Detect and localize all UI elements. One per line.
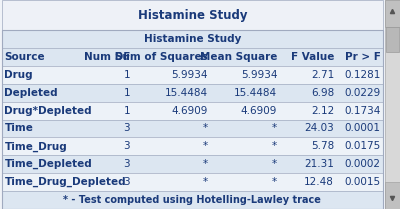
- Bar: [2, 30, 383, 48]
- Bar: [2, 102, 383, 120]
- Text: Drug: Drug: [4, 70, 33, 80]
- Text: 12.48: 12.48: [304, 177, 334, 187]
- Text: 1: 1: [124, 70, 130, 80]
- Text: 3: 3: [124, 141, 130, 151]
- Text: *: *: [272, 177, 277, 187]
- Text: *: *: [272, 141, 277, 151]
- Bar: [2, 0, 383, 30]
- Text: 0.0229: 0.0229: [344, 88, 380, 98]
- Text: Num DF: Num DF: [84, 52, 130, 62]
- Text: Source: Source: [4, 52, 45, 62]
- Bar: [385, 0, 400, 27]
- Text: 3: 3: [124, 177, 130, 187]
- Text: 5.9934: 5.9934: [241, 70, 277, 80]
- Bar: [2, 191, 383, 209]
- Bar: [2, 120, 383, 138]
- Text: F Value: F Value: [291, 52, 334, 62]
- Bar: [385, 182, 400, 209]
- Bar: [2, 173, 383, 191]
- Text: *: *: [203, 124, 208, 134]
- Text: 5.9934: 5.9934: [171, 70, 208, 80]
- Text: 15.4484: 15.4484: [165, 88, 208, 98]
- Text: 5.78: 5.78: [311, 141, 334, 151]
- Text: 0.1734: 0.1734: [344, 106, 380, 116]
- Bar: [2, 48, 383, 66]
- Text: 3: 3: [124, 124, 130, 134]
- Text: 0.0015: 0.0015: [344, 177, 380, 187]
- Text: 6.98: 6.98: [311, 88, 334, 98]
- Text: Drug*Depleted: Drug*Depleted: [4, 106, 92, 116]
- Text: 4.6909: 4.6909: [241, 106, 277, 116]
- Bar: [385, 0, 400, 209]
- Bar: [2, 84, 383, 102]
- Text: *: *: [272, 159, 277, 169]
- Text: Histamine Study: Histamine Study: [144, 34, 241, 44]
- Text: Sum of Squares: Sum of Squares: [115, 52, 208, 62]
- Bar: [2, 155, 383, 173]
- Text: *: *: [203, 159, 208, 169]
- Bar: [2, 138, 383, 155]
- Text: 1: 1: [124, 106, 130, 116]
- Text: 15.4484: 15.4484: [234, 88, 277, 98]
- Text: 0.0002: 0.0002: [344, 159, 380, 169]
- Text: 4.6909: 4.6909: [172, 106, 208, 116]
- Bar: [2, 0, 383, 30]
- Text: 0.0175: 0.0175: [344, 141, 380, 151]
- Text: 3: 3: [124, 159, 130, 169]
- Text: Depleted: Depleted: [4, 88, 58, 98]
- Text: 21.31: 21.31: [304, 159, 334, 169]
- Text: *: *: [272, 124, 277, 134]
- Text: *: *: [203, 141, 208, 151]
- Text: * - Test computed using Hotelling-Lawley trace: * - Test computed using Hotelling-Lawley…: [64, 195, 321, 205]
- Text: Histamine Study: Histamine Study: [138, 9, 247, 22]
- Text: Time_Drug: Time_Drug: [4, 141, 67, 152]
- Text: 2.71: 2.71: [311, 70, 334, 80]
- Text: *: *: [203, 177, 208, 187]
- Text: Pr > F: Pr > F: [344, 52, 380, 62]
- Text: 24.03: 24.03: [304, 124, 334, 134]
- Text: Time_Drug_Depleted: Time_Drug_Depleted: [4, 177, 126, 187]
- Text: Time_Depleted: Time_Depleted: [4, 159, 92, 169]
- Text: 0.0001: 0.0001: [344, 124, 380, 134]
- Text: Time: Time: [4, 124, 33, 134]
- Text: Mean Square: Mean Square: [200, 52, 277, 62]
- Text: 1: 1: [124, 88, 130, 98]
- Bar: [2, 30, 383, 209]
- Text: 0.1281: 0.1281: [344, 70, 380, 80]
- Bar: [386, 27, 399, 52]
- Text: 2.12: 2.12: [311, 106, 334, 116]
- Bar: [2, 66, 383, 84]
